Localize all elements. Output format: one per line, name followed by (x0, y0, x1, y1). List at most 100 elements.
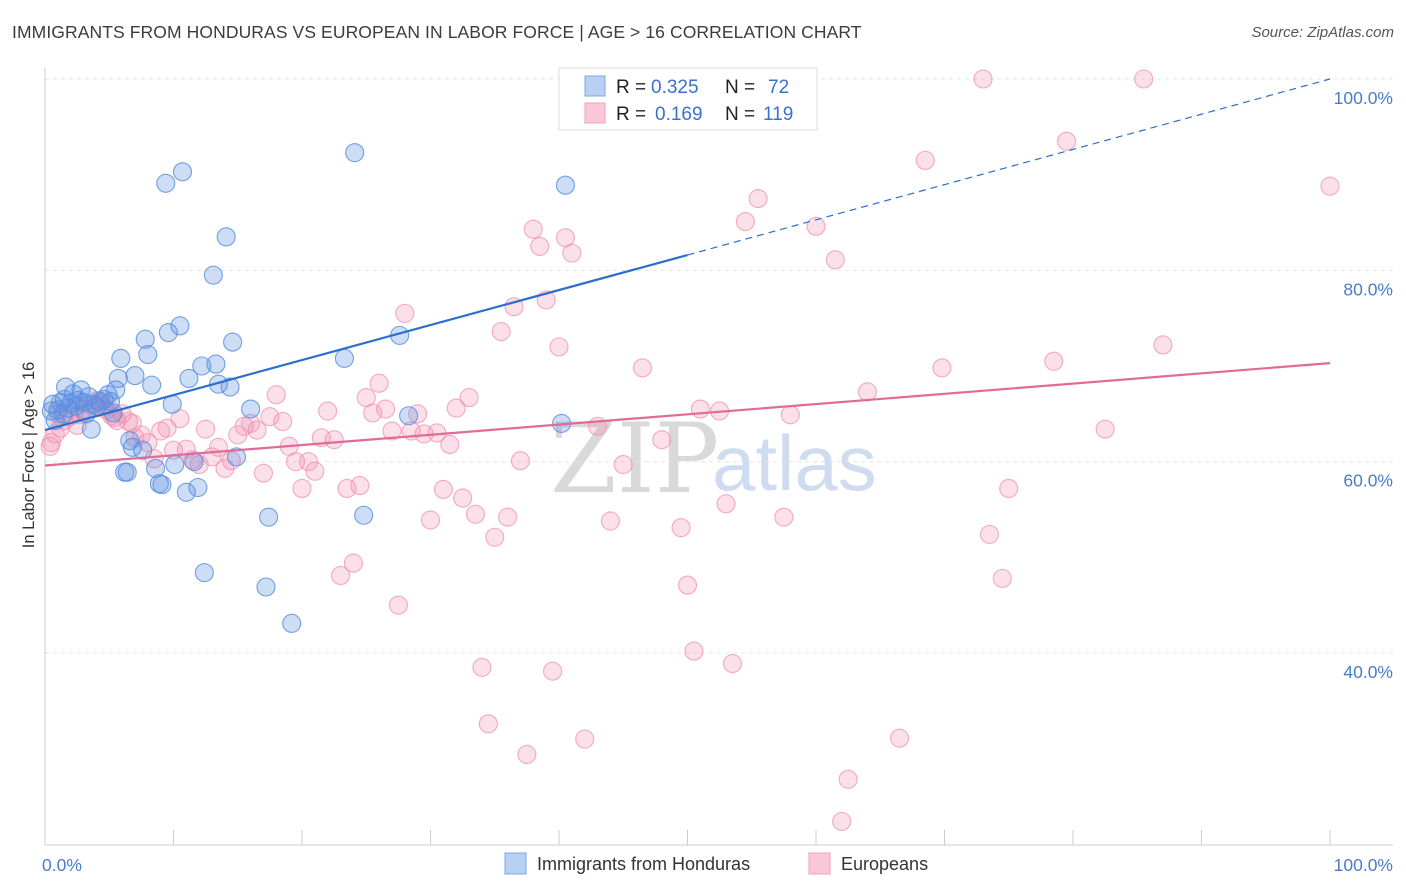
europeans-point-113 (999, 478, 1019, 499)
honduras-point-57 (223, 332, 243, 352)
bottom-legend-label-honduras: Immigrants from Honduras (537, 854, 750, 874)
legend-r-value-1: 0.325 (651, 77, 699, 98)
honduras-point-68 (555, 175, 575, 195)
legend-r-label-2: R = (616, 104, 646, 125)
honduras-point-51 (194, 563, 214, 583)
europeans-point-114 (1044, 351, 1064, 371)
europeans-point-109 (932, 358, 952, 378)
honduras-point-40 (156, 173, 176, 193)
honduras-point-49 (188, 477, 208, 498)
europeans-point-71 (478, 714, 498, 734)
legend-r-value-2: 0.169 (655, 104, 703, 125)
europeans-point-50 (343, 553, 363, 573)
europeans-point-117 (1134, 69, 1154, 89)
europeans-point-84 (562, 243, 582, 263)
europeans-point-74 (498, 507, 518, 527)
legend-swatch-europeans (584, 102, 606, 124)
europeans-point-57 (388, 595, 408, 615)
europeans-point-91 (671, 518, 691, 538)
europeans-point-54 (369, 373, 389, 393)
europeans-point-96 (716, 494, 736, 514)
honduras-point-55 (216, 227, 236, 247)
europeans-point-126 (122, 413, 142, 433)
honduras-point-27 (111, 348, 131, 368)
europeans-point-69 (465, 504, 486, 524)
honduras-point-48 (184, 452, 204, 472)
source-label: Source: ZipAtlas.com (1251, 24, 1394, 41)
legend-n-label-2: N = (725, 104, 755, 125)
honduras-point-58 (226, 447, 247, 467)
europeans-point-106 (857, 382, 877, 402)
europeans-point-104 (832, 811, 852, 831)
europeans-point-101 (780, 405, 800, 425)
axes (44, 68, 1393, 846)
trend-lines (44, 78, 1331, 467)
europeans-point-48 (330, 565, 351, 586)
europeans-point-72 (485, 527, 505, 547)
europeans-point-65 (440, 434, 460, 454)
honduras-point-26 (108, 368, 128, 388)
watermark-zip: ZIP (550, 403, 719, 515)
honduras-point-37 (145, 458, 166, 478)
honduras-point-52 (203, 265, 223, 285)
europeans-point-38 (266, 385, 286, 405)
bottom-legend: Immigrants from Honduras Europeans (504, 852, 928, 875)
honduras-point-47 (179, 368, 199, 388)
europeans-point-116 (1095, 419, 1115, 439)
europeans-point-73 (491, 322, 511, 342)
europeans-point-35 (247, 420, 267, 440)
honduras-point-56 (220, 377, 240, 397)
europeans-point-81 (543, 661, 563, 681)
honduras-point-64 (345, 143, 365, 163)
honduras-point-39 (152, 475, 172, 495)
honduras-point-60 (259, 507, 279, 527)
europeans-point-99 (748, 189, 768, 209)
europeans-point-68 (459, 388, 479, 408)
europeans-point-110 (973, 69, 993, 89)
europeans-point-118 (1153, 335, 1173, 355)
europeans-point-64 (433, 479, 453, 499)
europeans-point-70 (472, 657, 492, 677)
europeans-point-111 (979, 524, 1000, 544)
europeans-point-55 (375, 399, 396, 419)
europeans-point-51 (350, 476, 370, 496)
watermark-atlas: atlas (712, 419, 877, 507)
y-tick-label-100: 100.0% (1334, 88, 1393, 108)
europeans-point-82 (549, 337, 569, 357)
europeans-point-119 (1320, 176, 1340, 196)
bottom-legend-label-europeans: Europeans (841, 854, 928, 874)
europeans-point-103 (825, 250, 845, 270)
europeans-point-107 (889, 728, 910, 748)
x-tick-label-max: 100.0% (1334, 855, 1393, 875)
europeans-point-27 (196, 419, 216, 439)
europeans-point-76 (510, 451, 531, 471)
europeans-point-30 (215, 458, 235, 478)
europeans-point-102 (806, 216, 826, 236)
x-tick-label-min: 0.0% (42, 855, 82, 875)
honduras-points (41, 69, 588, 633)
honduras-point-17 (81, 419, 101, 439)
honduras-point-63 (334, 348, 354, 368)
europeans-point-78 (523, 219, 543, 239)
europeans-point-105 (838, 769, 858, 789)
y-tick-label-60: 60.0% (1343, 471, 1393, 491)
europeans-point-67 (453, 488, 473, 508)
europeans-point-85 (575, 729, 595, 749)
honduras-point-53 (206, 354, 226, 374)
honduras-point-34 (135, 329, 155, 349)
europeans-point-58 (395, 303, 415, 323)
honduras-point-46 (176, 482, 196, 502)
honduras-point-36 (142, 375, 162, 395)
y-axis-label: In Labor Force | Age > 16 (20, 362, 38, 548)
y-tick-label-80: 80.0% (1343, 279, 1393, 299)
europeans-point-112 (992, 568, 1012, 588)
europeans-point-53 (363, 403, 383, 423)
europeans-point-88 (613, 454, 633, 475)
honduras-point-25 (106, 380, 126, 400)
honduras-trend-extension (687, 78, 1331, 256)
europeans-point-77 (517, 744, 537, 764)
legend-r-label-1: R = (616, 77, 646, 98)
europeans-point-62 (420, 510, 441, 530)
europeans-point-90 (652, 430, 672, 450)
europeans-point-94 (690, 399, 710, 419)
